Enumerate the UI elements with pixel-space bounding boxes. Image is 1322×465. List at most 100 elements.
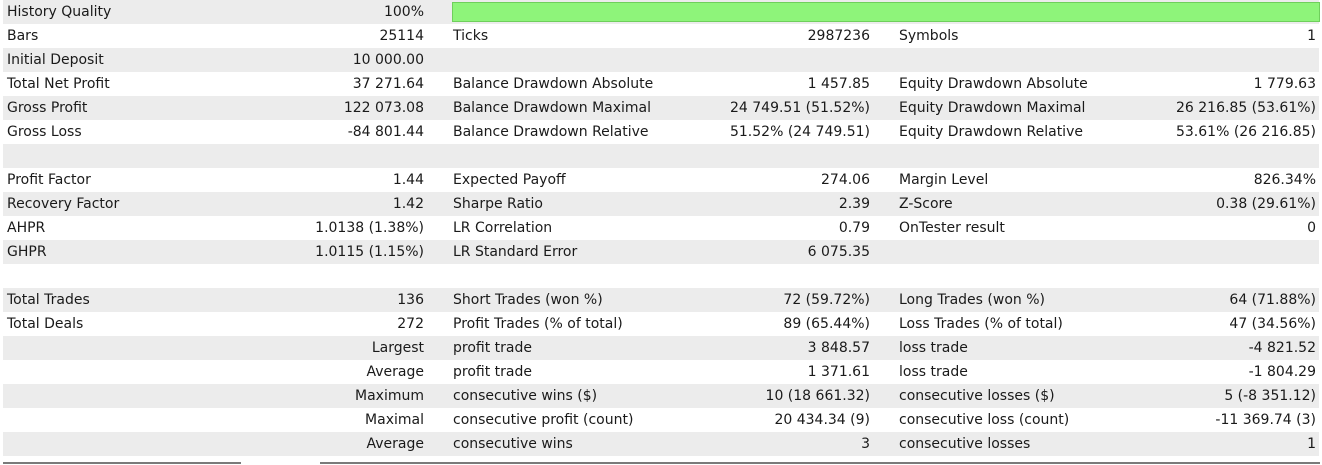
label-c5: Z-Score — [899, 196, 953, 212]
value-c6: 5 (-8 351.12) — [1224, 388, 1316, 404]
value-c2: 10 000.00 — [352, 52, 424, 68]
label-c3: consecutive wins ($) — [453, 388, 598, 404]
label-c5: loss trade — [899, 364, 968, 380]
value-c4: 72 (59.72%) — [783, 292, 870, 308]
row-average-consecutive-wins: Average consecutive wins 3 consecutive loss… — [3, 432, 1319, 456]
value-c6: 53.61% (26 216.85) — [1175, 124, 1316, 140]
row-total-trades: Total Trades 136 Short Trades (won %) 72 (5… — [3, 288, 1319, 312]
label-c3: consecutive wins — [453, 436, 573, 452]
label-c3: Balance Drawdown Maximal — [453, 100, 652, 116]
label-c1: GHPR — [7, 244, 47, 260]
value-c6: 0.38 (29.61%) — [1216, 196, 1316, 212]
label-c3: LR Correlation — [453, 220, 553, 236]
label-c2: Maximum — [355, 388, 424, 404]
value-c4: 0.79 — [838, 220, 870, 236]
value-c6: 826.34% — [1253, 172, 1316, 188]
value-c6: 26 216.85 (53.61%) — [1175, 100, 1316, 116]
label-c5: consecutive losses — [899, 436, 1031, 452]
label-c1: Profit Factor — [7, 172, 91, 188]
label-c5: Symbols — [899, 28, 959, 44]
label-c3: profit trade — [453, 340, 532, 356]
value-c2: 1.44 — [392, 172, 424, 188]
label-c3: Sharpe Ratio — [453, 196, 543, 212]
label-c3: Expected Payoff — [453, 172, 566, 188]
value-c2: 100% — [383, 4, 424, 20]
label-c3: Ticks — [453, 28, 489, 44]
row-gross-loss: Gross Loss -84 801.44 Balance Drawdown Rel… — [3, 120, 1319, 144]
value-c6: 1 — [1307, 28, 1316, 44]
label-c2: Average — [366, 364, 425, 380]
value-c6: 1 — [1307, 436, 1316, 452]
row-total-net-profit: Total Net Profit 37 271.64 Balance Drawdow… — [3, 72, 1319, 96]
value-c6: 64 (71.88%) — [1229, 292, 1316, 308]
value-c2: 136 — [397, 292, 424, 308]
label-c1: Recovery Factor — [7, 196, 120, 212]
value-c6: 1 779.63 — [1253, 76, 1316, 92]
value-c4: 3 — [861, 436, 870, 452]
row-recovery-factor: Recovery Factor 1.42 Sharpe Ratio 2.39 Z-Sco… — [3, 192, 1319, 216]
spacer-row — [3, 264, 1319, 288]
label-c1: Total Deals — [7, 316, 84, 332]
label-c1: AHPR — [7, 220, 46, 236]
value-c4: 2987236 — [807, 28, 870, 44]
value-c2: 37 271.64 — [352, 76, 424, 92]
row-ghpr: GHPR 1.0115 (1.15%) LR Standard Error 6 075… — [3, 240, 1319, 264]
label-c5: Loss Trades (% of total) — [899, 316, 1063, 332]
value-c4: 1 457.85 — [807, 76, 870, 92]
label-c3: Short Trades (won %) — [453, 292, 603, 308]
value-c6: -1 804.29 — [1248, 364, 1316, 380]
value-c4: 20 434.34 (9) — [774, 412, 870, 428]
value-c4: 10 (18 661.32) — [765, 388, 870, 404]
label-c2: Average — [366, 436, 425, 452]
row-total-deals: Total Deals 272 Profit Trades (% of total)… — [3, 312, 1319, 336]
row-average-profit-trade: Average profit trade 1 371.61 loss trade -1 … — [3, 360, 1319, 384]
label-c5: Equity Drawdown Absolute — [899, 76, 1088, 92]
value-c2: 1.0115 (1.15%) — [315, 244, 424, 260]
value-c6: 47 (34.56%) — [1229, 316, 1316, 332]
label-c1: Total Trades — [7, 292, 90, 308]
label-c3: LR Standard Error — [453, 244, 578, 260]
label-c5: Margin Level — [899, 172, 989, 188]
label-c5: OnTester result — [899, 220, 1005, 236]
label-c1: Gross Profit — [7, 100, 88, 116]
value-c6: 0 — [1307, 220, 1316, 236]
label-c3: Profit Trades (% of total) — [453, 316, 623, 332]
label-c1: History Quality — [7, 4, 112, 20]
label-c1: Initial Deposit — [7, 52, 104, 68]
tab-divider-right — [320, 462, 1320, 464]
history-quality-bar — [452, 2, 1320, 22]
value-c4: 51.52% (24 749.51) — [729, 124, 870, 140]
label-c5: consecutive losses ($) — [899, 388, 1055, 404]
label-c1: Gross Loss — [7, 124, 82, 140]
label-c5: Equity Drawdown Relative — [899, 124, 1083, 140]
label-c2: Maximal — [365, 412, 424, 428]
tab-divider-left — [3, 462, 241, 464]
value-c4: 89 (65.44%) — [783, 316, 870, 332]
value-c2: 272 — [397, 316, 424, 332]
label-c2: Largest — [371, 340, 424, 356]
label-c5: consecutive loss (count) — [899, 412, 1070, 428]
row-ahpr: AHPR 1.0138 (1.38%) LR Correlation 0.79 OnTe… — [3, 216, 1319, 240]
value-c6: -11 369.74 (3) — [1215, 412, 1316, 428]
label-c5: loss trade — [899, 340, 968, 356]
row-initial-deposit: Initial Deposit 10 000.00 — [3, 48, 1319, 72]
value-c2: 122 073.08 — [343, 100, 424, 116]
value-c2: 1.0138 (1.38%) — [315, 220, 424, 236]
row-largest-profit-trade: Largest profit trade 3 848.57 loss trade -4 … — [3, 336, 1319, 360]
label-c1: Bars — [7, 28, 39, 44]
row-gross-profit: Gross Profit 122 073.08 Balance Drawdown M… — [3, 96, 1319, 120]
value-c4: 2.39 — [838, 196, 870, 212]
label-c5: Equity Drawdown Maximal — [899, 100, 1086, 116]
value-c2: 1.42 — [392, 196, 424, 212]
value-c4: 24 749.51 (51.52%) — [729, 100, 870, 116]
label-c3: consecutive profit (count) — [453, 412, 634, 428]
label-c3: profit trade — [453, 364, 532, 380]
spacer-row — [3, 144, 1319, 168]
value-c4: 6 075.35 — [807, 244, 870, 260]
row-history-quality: History Quality 100% — [3, 0, 1320, 24]
value-c2: -84 801.44 — [347, 124, 424, 140]
label-c5: Long Trades (won %) — [899, 292, 1045, 308]
value-c2: 25114 — [379, 28, 424, 44]
value-c4: 3 848.57 — [807, 340, 870, 356]
value-c6: -4 821.52 — [1248, 340, 1316, 356]
